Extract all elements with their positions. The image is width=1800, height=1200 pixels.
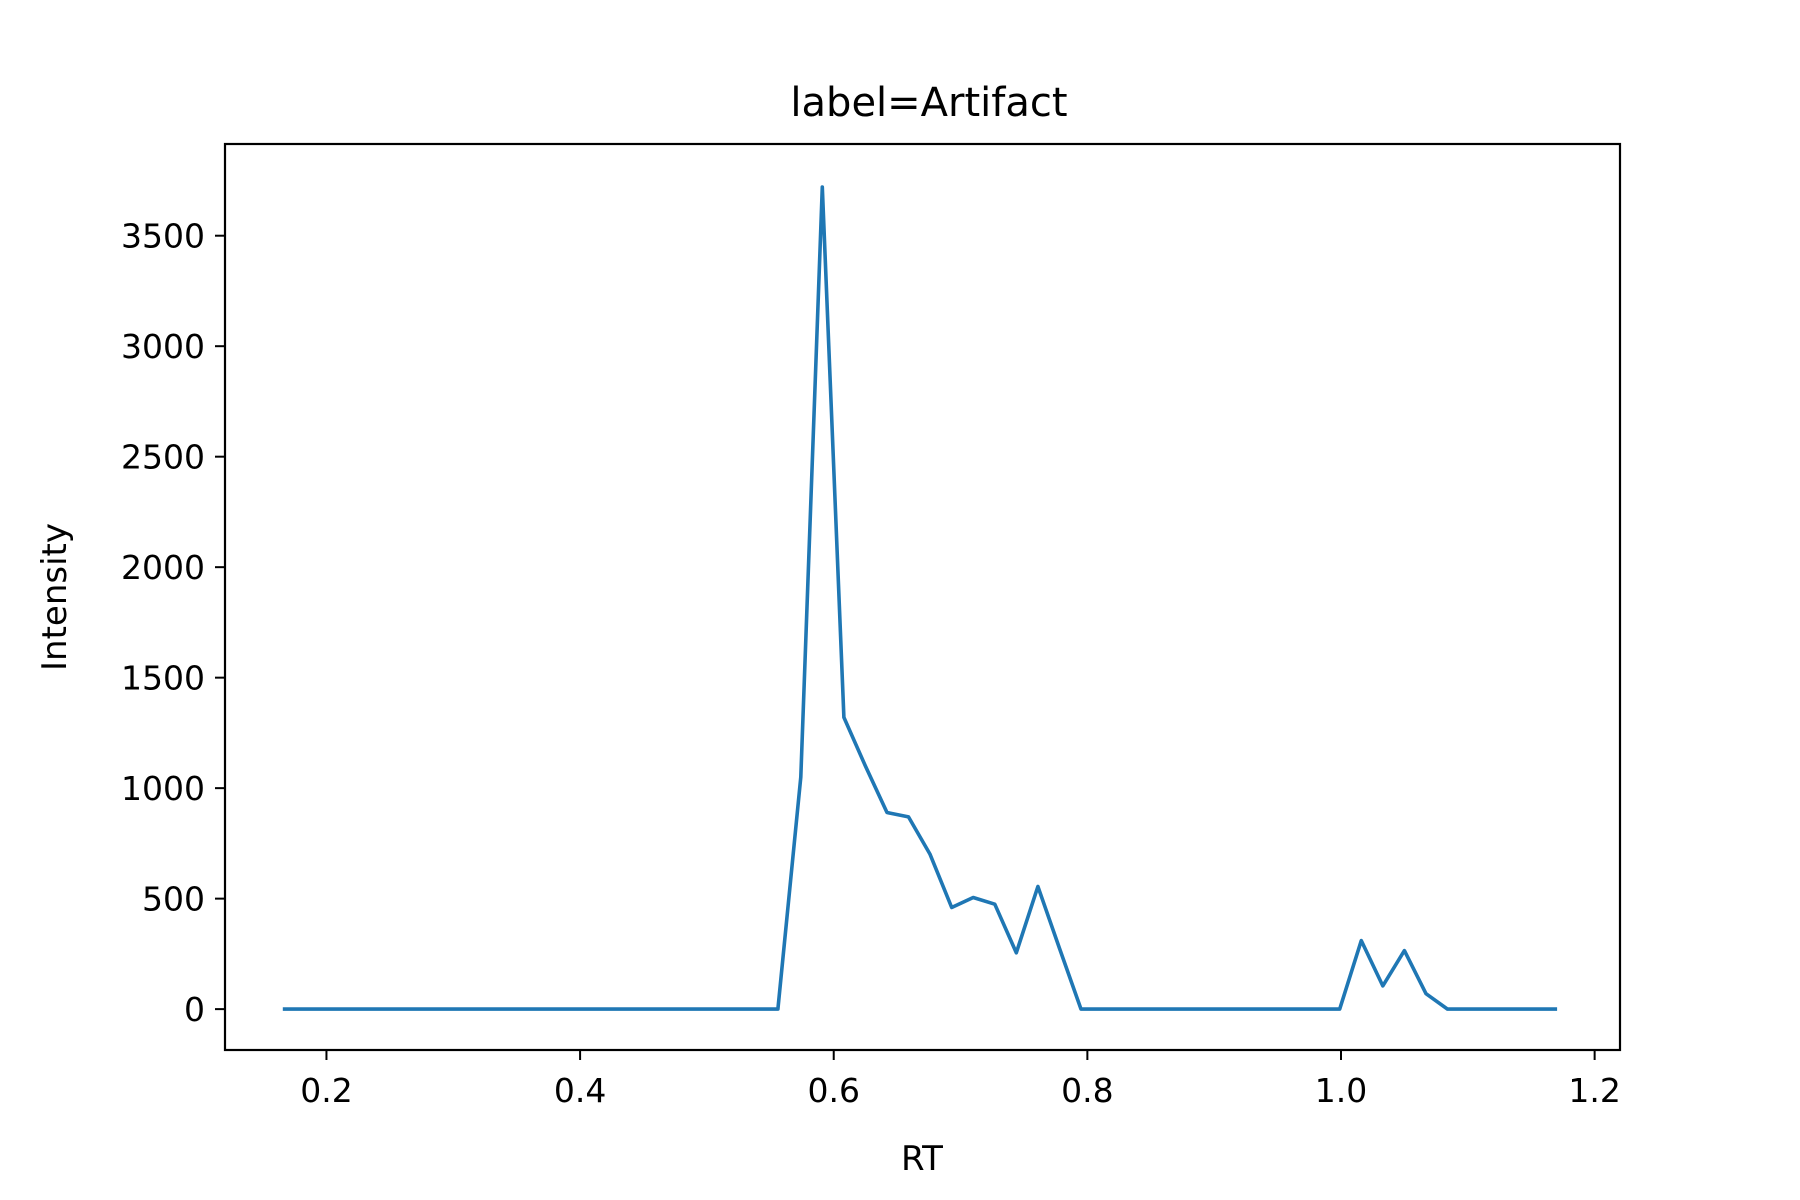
series-line — [282, 185, 1558, 1011]
x-tick-label: 0.2 — [300, 1071, 352, 1110]
x-axis: 0.2 0.4 0.6 0.8 1.0 1.2 — [300, 1050, 1621, 1110]
plot-frame — [223, 142, 1622, 1052]
y-tick-label: 2000 — [121, 548, 205, 587]
x-tick-label: 0.4 — [554, 1071, 606, 1110]
y-tick-label: 1000 — [121, 769, 205, 808]
y-tick-label: 0 — [184, 990, 205, 1029]
y-tick-label: 500 — [142, 880, 205, 919]
y-axis: 0 500 1000 1500 2000 2500 3000 3500 — [121, 217, 225, 1029]
series-layer — [282, 185, 1558, 1011]
y-tick-label: 1500 — [121, 659, 205, 698]
chart-title: label=Artifact — [790, 80, 1067, 126]
x-tick-label: 0.6 — [807, 1071, 859, 1110]
x-axis-label: RT — [901, 1139, 943, 1179]
x-tick-label: 1.0 — [1315, 1071, 1367, 1110]
x-tick-label: 0.8 — [1061, 1071, 1113, 1110]
y-axis-label: Intensity — [35, 523, 75, 671]
y-tick-label: 3500 — [121, 217, 205, 256]
x-tick-label: 1.2 — [1568, 1071, 1620, 1110]
y-tick-label: 3000 — [121, 327, 205, 366]
y-tick-label: 2500 — [121, 438, 205, 477]
